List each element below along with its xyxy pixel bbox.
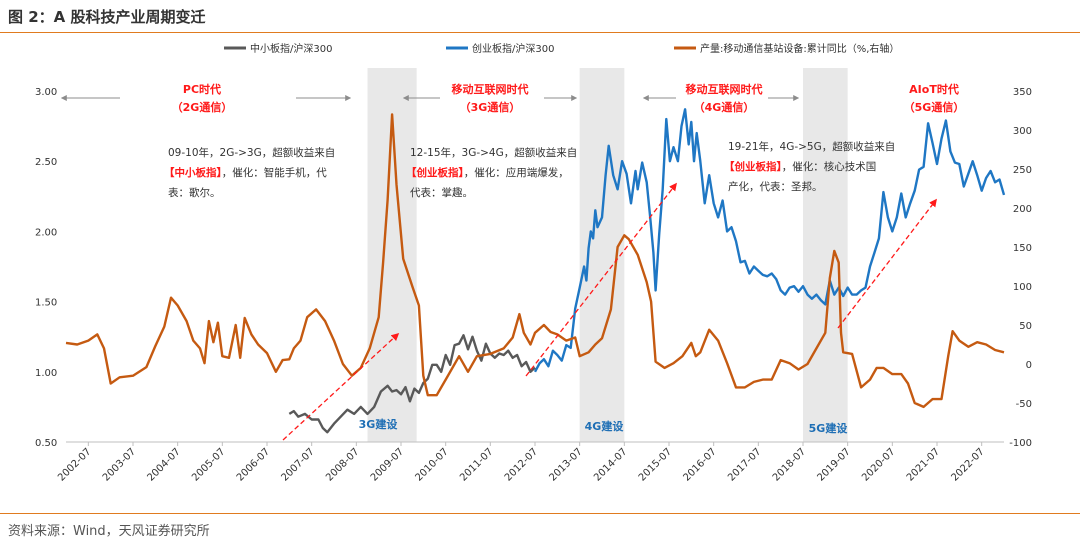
annotation-line: 09-10年，2G->3G，超额收益来自	[168, 146, 335, 159]
x-tick-label: 2002-07	[56, 446, 93, 483]
x-tick-label: 2008-07	[324, 446, 361, 483]
x-tick-label: 2017-07	[726, 446, 763, 483]
y-left-tick-label: 0.50	[35, 438, 57, 449]
y-left-tick-label: 2.00	[35, 227, 57, 238]
trend-arrow	[837, 198, 937, 329]
y-right-tick-label: 0	[1026, 360, 1032, 371]
x-tick-label: 2013-07	[547, 446, 584, 483]
era-sublabel: （4G通信）	[694, 100, 755, 114]
annotation-text: 【中小板指】	[164, 166, 222, 179]
x-tick-label: 2019-07	[815, 446, 852, 483]
annotation-line: 表：歌尔。	[168, 186, 221, 199]
era-label: 移动互联网时代	[452, 82, 529, 96]
y-left-tick-label: 1.50	[35, 298, 57, 309]
annotation-line: 代表：掌趣。	[410, 186, 473, 199]
chinext-ratio-line	[533, 108, 1006, 373]
legend: 中小板指/沪深300 创业板指/沪深300 产量:移动通信基站设备:累计同比（%,右…	[224, 42, 899, 55]
trend-arrow	[525, 182, 677, 377]
y-right-tick-label: 350	[1013, 87, 1032, 98]
x-tick-label: 2010-07	[413, 446, 450, 483]
annotation-line: 19-21年，4G->5G，超额收益来自	[728, 140, 895, 153]
x-tick-label: 2006-07	[235, 446, 272, 483]
x-tick-label: 2015-07	[637, 446, 674, 483]
era-sublabel: （5G通信）	[904, 100, 965, 114]
x-tick-label: 2004-07	[145, 446, 182, 483]
y-right-tick-label: 300	[1013, 126, 1032, 137]
trend-arrow	[282, 332, 400, 441]
annotation-line: 12-15年，3G->4G，超额收益来自	[410, 146, 577, 159]
annotation-text: ，催化：智能手机，代	[222, 166, 327, 179]
annotation-text: 19-21年，4G->5G，超额收益来自	[728, 140, 895, 153]
build-label: 3G建设	[359, 417, 399, 431]
shaded-periods	[367, 68, 848, 442]
era-label: AIoT时代	[909, 82, 959, 96]
x-tick-label: 2020-07	[860, 446, 897, 483]
x-tick-label: 2005-07	[190, 446, 227, 483]
y-right-tick-label: -50	[1016, 399, 1032, 410]
annotation-text: ，催化：核心技术国	[782, 160, 877, 173]
y-right-tick-label: 150	[1013, 243, 1032, 254]
y-right-tick-label: -100	[1009, 438, 1032, 449]
annotation-text: 代表：掌趣。	[410, 186, 473, 199]
x-tick-label: 2016-07	[681, 446, 718, 483]
chart: 2002-07 2003-07 2004-07 2005-07 2006-07 2007-…	[35, 42, 1032, 484]
annotation-text: 产化，代表：圣邦。	[728, 180, 823, 193]
y-right-tick-label: 100	[1013, 282, 1032, 293]
annotation-text: 09-10年，2G->3G，超额收益来自	[168, 146, 335, 159]
era-label: 移动互联网时代	[686, 82, 763, 96]
annotation-text: 12-15年，3G->4G，超额收益来自	[410, 146, 577, 159]
x-tick-label: 2018-07	[771, 446, 808, 483]
trend-arrows	[60, 95, 937, 441]
x-tick-label: 2007-07	[279, 446, 316, 483]
x-tick-label: 2014-07	[592, 446, 629, 483]
legend-label: 创业板指/沪深300	[472, 42, 554, 55]
x-tick-label: 2021-07	[905, 446, 942, 483]
y-left-tick-label: 1.00	[35, 368, 57, 379]
annotations: 3G建设 4G建设 5G建设 PC时代 （2G通信） 移动互联网时代 （3G通信） 移动互联网…	[164, 82, 964, 435]
build-label: 5G建设	[809, 421, 849, 435]
era-sublabel: （3G通信）	[460, 100, 521, 114]
annotation-line: 【创业板指】，催化：核心技术国	[724, 160, 876, 173]
annotation-text: ，催化：应用端爆发，	[464, 166, 569, 179]
annotation-line: 【创业板指】，催化：应用端爆发，	[406, 166, 569, 179]
era-label: PC时代	[183, 82, 221, 96]
x-tick-label: 2012-07	[503, 446, 540, 483]
y-right-tick-label: 200	[1013, 204, 1032, 215]
legend-label: 中小板指/沪深300	[250, 42, 332, 55]
y-left-tick-label: 3.00	[35, 87, 57, 98]
title-divider	[0, 32, 1080, 33]
figure-title: 图 2：A 股科技产业周期变迁	[8, 8, 206, 26]
x-tick-label: 2022-07	[949, 446, 986, 483]
y-right-tick-label: 50	[1019, 321, 1032, 332]
x-tick-label: 2011-07	[458, 446, 495, 483]
y-right-tick-label: 250	[1013, 165, 1032, 176]
series-lines	[65, 108, 1006, 434]
y-left-tick-label: 2.50	[35, 157, 57, 168]
x-tick-label: 2003-07	[101, 446, 138, 483]
annotation-line: 【中小板指】，催化：智能手机，代	[164, 166, 327, 179]
annotation-text: 【创业板指】	[406, 166, 464, 179]
annotation-text: 【创业板指】	[724, 160, 782, 173]
source-note: 资料来源：Wind，天风证券研究所	[8, 524, 210, 539]
annotation-line: 产化，代表：圣邦。	[728, 180, 823, 193]
era-sublabel: （2G通信）	[172, 100, 233, 114]
annotation-text: 表：歌尔。	[168, 186, 221, 199]
build-label: 4G建设	[585, 419, 625, 433]
base-station-output-line	[65, 113, 1005, 409]
shaded-period-5g	[803, 68, 848, 442]
x-tick-label: 2009-07	[369, 446, 406, 483]
footer-divider	[0, 513, 1080, 514]
legend-label: 产量:移动通信基站设备:累计同比（%,右轴）	[700, 42, 899, 55]
